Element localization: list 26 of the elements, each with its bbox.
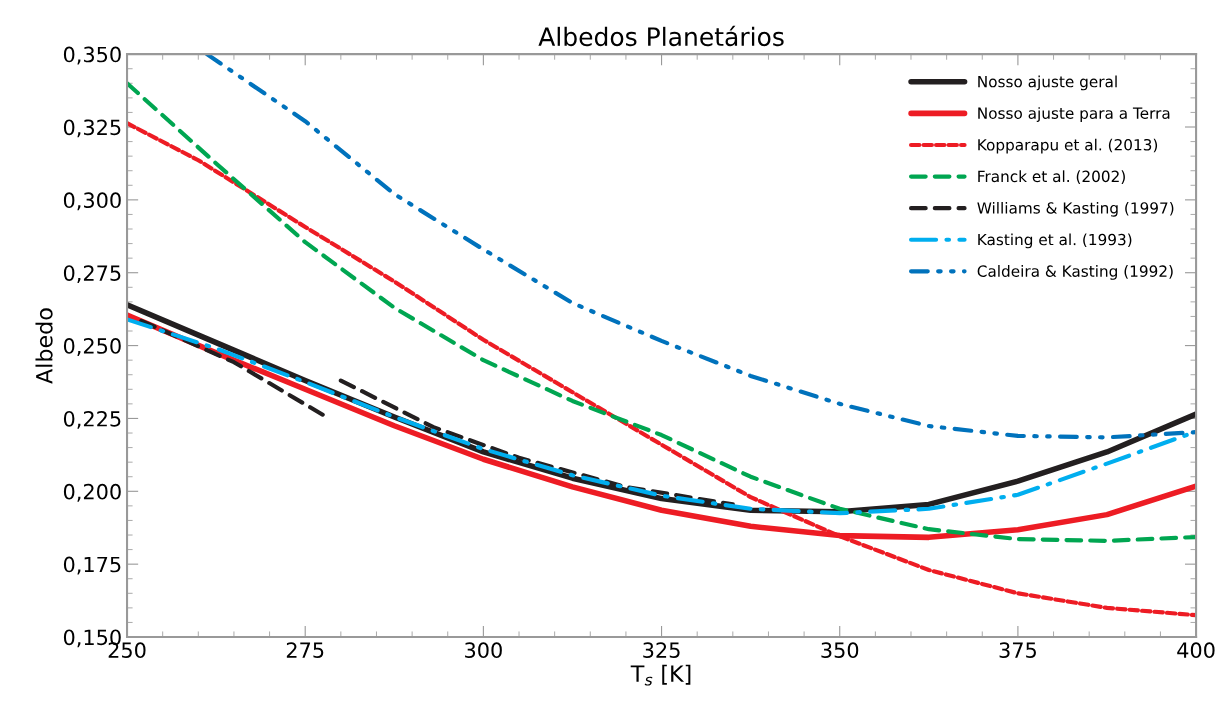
legend-label: Nosso ajuste para a Terra	[978, 107, 1170, 122]
x-tick-label: 375	[999, 642, 1036, 659]
legend-label: Franck et al. (2002)	[978, 170, 1125, 184]
x-tick-label: 275	[286, 642, 324, 659]
y-tick-label: 0,250	[63, 338, 121, 356]
y-tick-label: 0,275	[63, 265, 121, 284]
y-tick-label: 0,225	[63, 410, 121, 429]
x-tick-label: 350	[821, 642, 859, 659]
x-tick-label: 400	[1177, 642, 1215, 659]
y-tick-label: 0,175	[63, 556, 121, 575]
legend-label: Caldeira & Kasting (1992)	[977, 265, 1173, 280]
legend-label: Nosso ajuste geral	[978, 75, 1117, 91]
legend-label: Kasting et al. (1993)	[978, 233, 1132, 249]
y-axis-title: Albedo	[35, 308, 53, 384]
chart-title: Albedos Planetários	[538, 25, 784, 47]
legend-label: Kopparapu et al. (2013)	[978, 138, 1158, 154]
y-tick-label: 0,300	[63, 192, 121, 211]
line-series	[127, 121, 1197, 618]
x-axis-title: T$_{s}$ [K]	[630, 664, 691, 686]
line-series	[204, 54, 1197, 440]
legend-label: Williams & Kasting (1997)	[977, 201, 1174, 217]
x-tick-label: 325	[643, 642, 680, 659]
y-tick-label: 0,350	[63, 46, 121, 65]
x-tick-label: 300	[465, 642, 502, 659]
y-tick-label: 0,325	[63, 119, 121, 138]
y-tick-label: 0,200	[63, 483, 121, 502]
